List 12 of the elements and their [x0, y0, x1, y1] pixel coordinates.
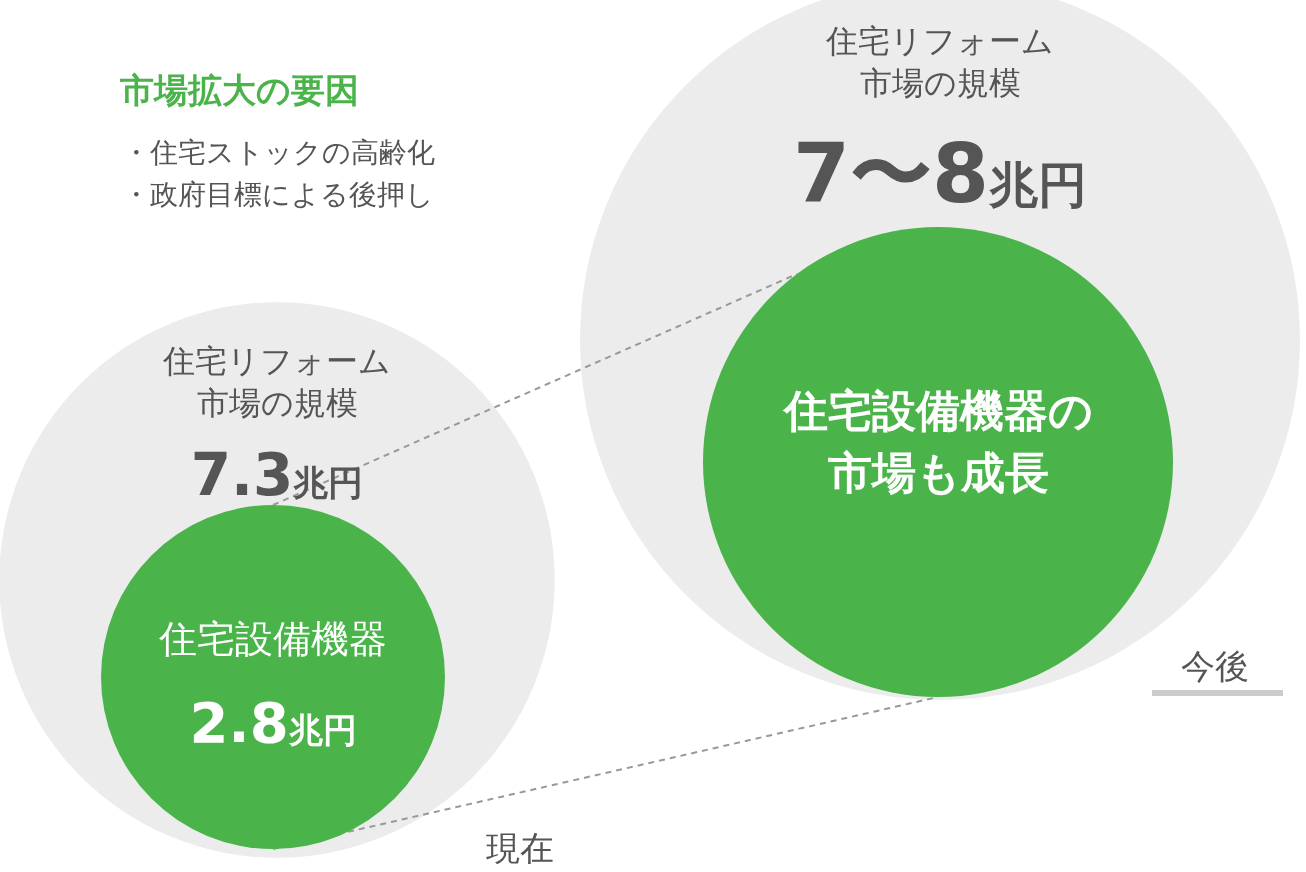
data-label: 7〜8兆円	[792, 126, 1088, 221]
series-label: 住宅リフォーム市場の規模	[162, 342, 391, 423]
text: ・住宅ストックの高齢化	[122, 136, 435, 169]
text: ・政府目標による後押し	[122, 178, 434, 211]
series-label: 住宅設備機器	[158, 617, 387, 661]
data-label: 2.8兆円	[189, 690, 357, 755]
category-label: 現在	[486, 828, 554, 868]
text: 市場拡大の要因	[119, 70, 359, 110]
text: 住宅リフォーム市場の規模	[826, 22, 1054, 102]
data-label: 7.3兆円	[190, 441, 364, 510]
category-label: 今後	[1181, 646, 1249, 686]
text: 住宅設備機器の市場も成長	[781, 385, 1093, 498]
